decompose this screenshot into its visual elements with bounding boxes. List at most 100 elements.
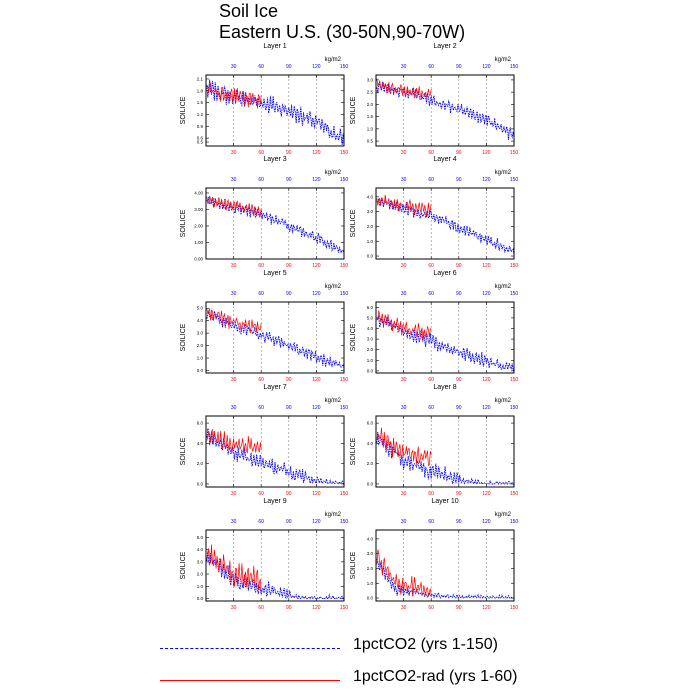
top-tick-label: 90 (286, 405, 292, 411)
y-axis-label: SOILICE (180, 209, 187, 237)
panel-layer-7: Layer 7 kg/m2 SOILICE 30 30 60 60 90 90 120 120 150… (180, 384, 348, 497)
y-tick-label: 0.5 (367, 139, 374, 144)
series-line-1pctco2 (376, 197, 514, 256)
top-axis-unit: kg/m2 (495, 512, 512, 518)
plot-frame (375, 301, 515, 374)
series-line-1pctco2 (376, 431, 514, 485)
y-axis-label: SOILICE (350, 551, 357, 579)
top-tick-label: 150 (340, 291, 349, 297)
series-line-1pctco2 (206, 79, 344, 145)
panel-title: Layer 10 (431, 498, 458, 505)
y-tick-label: 4.0 (367, 194, 374, 199)
top-tick-label: 30 (401, 291, 407, 297)
y-tick-label: 2.0 (197, 343, 204, 348)
y-tick-label: 1.0 (367, 358, 374, 363)
top-tick-label: 150 (510, 64, 519, 70)
figure-title-line2: Eastern U.S. (30-50N,90-70W) (219, 22, 466, 42)
y-axis-label: SOILICE (350, 96, 357, 124)
bottom-tick-label: 120 (482, 377, 491, 383)
bottom-tick-label: 120 (312, 377, 321, 383)
top-tick-label: 120 (312, 519, 321, 525)
y-tick-label: 0.0 (367, 254, 374, 259)
bottom-tick-label: 60 (258, 263, 264, 269)
y-tick-label: 0.9 (197, 124, 204, 129)
series-line-1pctco2 (376, 81, 514, 140)
bottom-tick-label: 150 (510, 605, 519, 611)
top-tick-label: 150 (340, 405, 349, 411)
top-tick-label: 90 (286, 177, 292, 183)
panel-title: Layer 4 (433, 156, 456, 163)
y-tick-label: 4.0 (197, 318, 204, 323)
panel-title: Layer 7 (263, 384, 286, 391)
y-tick-label: 4.0 (197, 547, 204, 552)
y-tick-label: 3.00 (194, 207, 203, 212)
top-tick-label: 30 (231, 291, 237, 297)
series-line-1pctco2 (376, 558, 514, 599)
top-tick-label: 60 (258, 519, 264, 525)
top-tick-label: 60 (428, 405, 434, 411)
bottom-tick-label: 30 (401, 605, 407, 611)
y-tick-label: 1.5 (197, 100, 204, 105)
bottom-tick-label: 90 (286, 263, 292, 269)
bottom-tick-label: 120 (312, 605, 321, 611)
top-tick-label: 120 (312, 177, 321, 183)
plot-frame (375, 74, 515, 147)
top-tick-label: 120 (482, 177, 491, 183)
bottom-tick-label: 90 (456, 150, 462, 156)
y-tick-label: 0.00 (194, 257, 203, 262)
legend: 1pctCO2 (yrs 1-150) 1pctCO2-rad (yrs 1-6… (160, 634, 680, 700)
top-tick-label: 150 (340, 64, 349, 70)
bottom-tick-label: 120 (482, 263, 491, 269)
y-tick-label: 2.5 (367, 90, 374, 95)
bottom-tick-label: 30 (231, 491, 237, 497)
top-tick-label: 120 (482, 405, 491, 411)
top-axis-unit: kg/m2 (325, 512, 342, 518)
panel-layer-5: Layer 5 kg/m2 SOILICE 30 30 60 60 90 90 120 120 150… (180, 270, 348, 383)
y-tick-label: 4.0 (367, 536, 374, 541)
legend-line-solid-red (160, 680, 340, 681)
panel-layer-10: Layer 10 kg/m2 SOILICE 30 30 60 60 90 90 120 120 15… (350, 498, 518, 611)
series-line-1pctco2-rad (206, 429, 262, 454)
y-tick-label: 4.0 (367, 326, 374, 331)
y-tick-label: 2.1 (197, 76, 204, 81)
panel-grid: Layer 1 kg/m2 SOILICE 30 30 60 60 90 90 120 120 150… (180, 43, 519, 611)
panel-layer-9: Layer 9 kg/m2 SOILICE 30 30 60 60 90 90 120 120 150… (180, 498, 348, 611)
bottom-tick-label: 30 (401, 377, 407, 383)
top-tick-label: 150 (510, 519, 519, 525)
series-line-1pctco2-rad (376, 310, 432, 341)
top-tick-label: 60 (428, 519, 434, 525)
plot-frame (375, 529, 515, 602)
top-tick-label: 60 (428, 64, 434, 70)
series-line-1pctco2-rad (206, 195, 262, 218)
y-tick-label: 1.8 (197, 88, 204, 93)
top-tick-label: 30 (231, 405, 237, 411)
legend-label-1pctco2: 1pctCO2 (yrs 1-150) (353, 636, 498, 653)
y-tick-label: 2.0 (367, 461, 374, 466)
y-tick-label: 1.0 (197, 584, 204, 589)
top-tick-label: 60 (258, 177, 264, 183)
top-tick-label: 60 (428, 291, 434, 297)
plot-frame (205, 415, 345, 488)
series-line-1pctco2 (206, 550, 344, 600)
top-tick-label: 90 (456, 519, 462, 525)
bottom-tick-label: 150 (510, 150, 519, 156)
y-tick-label: 6.0 (367, 421, 374, 426)
bottom-tick-label: 120 (482, 491, 491, 497)
y-tick-label: 4.00 (194, 190, 203, 195)
y-tick-label: 3.0 (367, 77, 374, 82)
plot-frame (375, 415, 515, 488)
top-tick-label: 120 (482, 291, 491, 297)
bottom-tick-label: 90 (286, 491, 292, 497)
series-line-1pctco2-rad (376, 549, 432, 597)
panel-layer-4: Layer 4 kg/m2 SOILICE 30 30 60 60 90 90 120 120 150… (350, 156, 518, 269)
y-tick-label: 0.6 (197, 136, 204, 141)
y-tick-label: 3.0 (367, 337, 374, 342)
y-tick-label: 2.0 (197, 572, 204, 577)
bottom-tick-label: 30 (231, 150, 237, 156)
y-tick-label: 5.0 (197, 535, 204, 540)
legend-entry-1pctco2: 1pctCO2 (yrs 1-150) (160, 634, 680, 664)
y-tick-label: 5.0 (197, 306, 204, 311)
top-tick-label: 30 (401, 405, 407, 411)
top-axis-unit: kg/m2 (325, 57, 342, 63)
top-tick-label: 90 (456, 177, 462, 183)
